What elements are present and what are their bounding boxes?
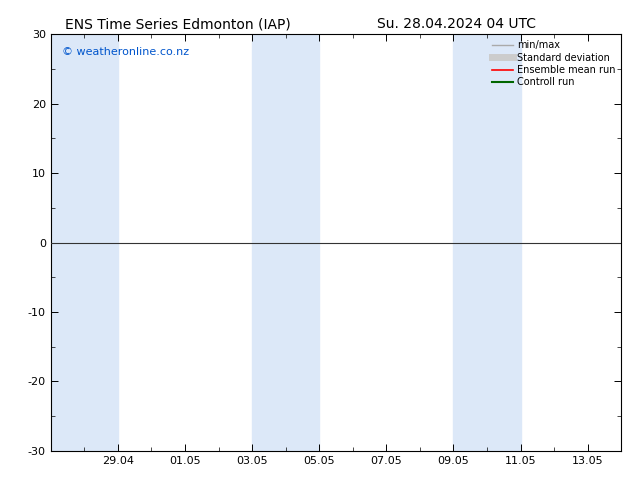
Text: © weatheronline.co.nz: © weatheronline.co.nz [62, 47, 190, 57]
Bar [453, 34, 521, 451]
Bar [51, 34, 118, 451]
Bar [252, 34, 320, 451]
Legend: min/max, Standard deviation, Ensemble mean run, Controll run: min/max, Standard deviation, Ensemble me… [488, 36, 619, 91]
Text: Su. 28.04.2024 04 UTC: Su. 28.04.2024 04 UTC [377, 17, 536, 31]
Text: ENS Time Series Edmonton (IAP): ENS Time Series Edmonton (IAP) [65, 17, 290, 31]
